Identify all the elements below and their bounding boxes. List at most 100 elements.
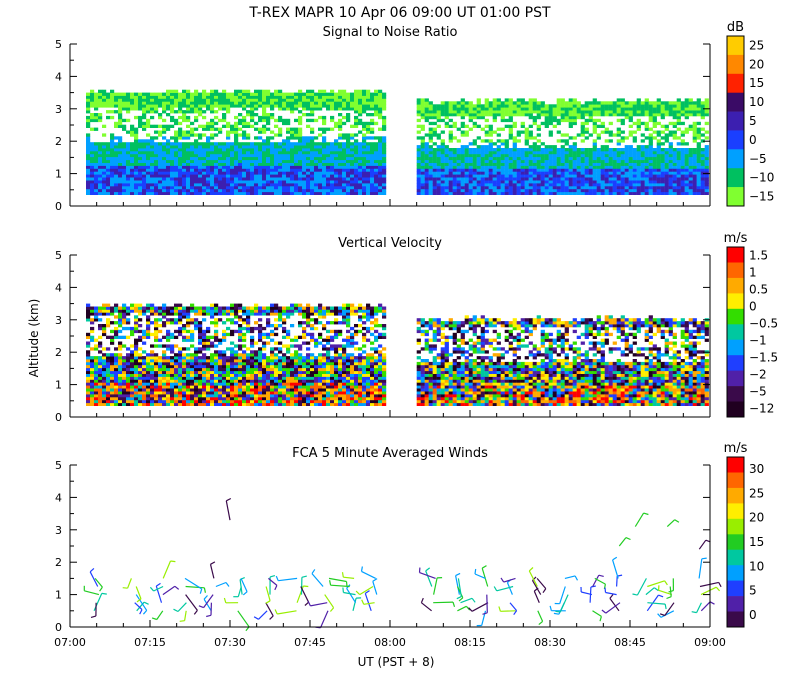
- heatmap-cell: [190, 156, 195, 161]
- heatmap-cell: [226, 165, 231, 169]
- heatmap-cell: [362, 183, 367, 187]
- heatmap-cell: [512, 156, 517, 161]
- heatmap-cell: [456, 127, 461, 131]
- heatmap-cell: [238, 101, 243, 105]
- heatmap-cell: [102, 183, 107, 187]
- heatmap-cell: [362, 92, 367, 96]
- heatmap-cell: [476, 156, 481, 161]
- heatmap-cell: [238, 159, 243, 163]
- heatmap-cell: [278, 107, 283, 111]
- heatmap-cell: [254, 92, 259, 96]
- heatmap-cell: [548, 107, 553, 111]
- heatmap-cell: [572, 159, 577, 163]
- heatmap-cell: [194, 321, 199, 325]
- heatmap-cell: [584, 156, 589, 161]
- heatmap-cell: [572, 168, 577, 172]
- heatmap-cell: [636, 162, 641, 166]
- heatmap-cell: [544, 168, 549, 172]
- heatmap-cell: [166, 107, 171, 111]
- heatmap-cell: [118, 139, 123, 143]
- heatmap-cell: [138, 162, 143, 166]
- heatmap-cell: [202, 148, 207, 152]
- heatmap-cell: [142, 113, 147, 117]
- heatmap-cell: [460, 98, 465, 102]
- heatmap-cell: [114, 92, 119, 96]
- heatmap-cell: [142, 183, 147, 187]
- heatmap-cell: [122, 367, 127, 372]
- heatmap-cell: [94, 364, 99, 369]
- heatmap-cell: [700, 177, 705, 181]
- heatmap-cell: [290, 188, 295, 193]
- heatmap-cell: [286, 104, 291, 108]
- heatmap-cell: [214, 92, 219, 96]
- heatmap-cell: [616, 148, 621, 152]
- heatmap-cell: [448, 165, 453, 169]
- heatmap-cell: [194, 110, 199, 114]
- heatmap-cell: [246, 153, 251, 158]
- heatmap-cell: [258, 127, 263, 131]
- heatmap-cell: [520, 110, 525, 114]
- heatmap-cell: [302, 174, 307, 178]
- heatmap-cell: [648, 148, 653, 152]
- heatmap-cell: [310, 156, 315, 161]
- heatmap-cell: [298, 188, 303, 193]
- heatmap-cell: [138, 159, 143, 163]
- heatmap-cell: [556, 118, 561, 123]
- heatmap-cell: [342, 148, 347, 152]
- heatmap-cell: [508, 180, 513, 184]
- heatmap-cell: [608, 165, 613, 169]
- heatmap-cell: [484, 98, 489, 102]
- heatmap-cell: [294, 188, 299, 193]
- heatmap-cell: [472, 180, 477, 184]
- heatmap-cell: [416, 118, 421, 123]
- heatmap-cell: [162, 382, 167, 386]
- heatmap-cell: [154, 171, 159, 175]
- heatmap-cell: [110, 356, 115, 360]
- heatmap-cell: [278, 101, 283, 105]
- heatmap-cell: [612, 162, 617, 166]
- heatmap-cell: [608, 121, 613, 126]
- heatmap-cell: [174, 376, 179, 380]
- heatmap-cell: [378, 180, 383, 184]
- heatmap-cell: [440, 171, 445, 175]
- heatmap-cell: [238, 98, 243, 102]
- heatmap-cell: [154, 107, 159, 111]
- heatmap-cell: [222, 101, 227, 105]
- heatmap-cell: [118, 315, 123, 319]
- heatmap-cell: [370, 127, 375, 131]
- heatmap-cell: [166, 338, 171, 342]
- heatmap-cell: [432, 177, 437, 181]
- heatmap-cell: [544, 180, 549, 184]
- heatmap-cell: [492, 180, 497, 184]
- heatmap-cell: [444, 124, 449, 128]
- heatmap-cell: [166, 145, 171, 149]
- heatmap-cell: [532, 148, 537, 152]
- heatmap-cell: [186, 148, 191, 152]
- heatmap-cell: [472, 150, 477, 155]
- heatmap-cell: [182, 133, 187, 137]
- heatmap-cell: [114, 370, 119, 374]
- heatmap-cell: [86, 399, 91, 404]
- heatmap-cell: [154, 321, 159, 325]
- heatmap-cell: [576, 183, 581, 187]
- heatmap-cell: [684, 188, 689, 193]
- heatmap-cell: [508, 133, 513, 137]
- heatmap-cell: [476, 180, 481, 184]
- heatmap-cell: [492, 188, 497, 193]
- heatmap-cell: [704, 101, 709, 105]
- heatmap-cell: [206, 127, 211, 131]
- heatmap-cell: [464, 171, 469, 175]
- heatmap-cell: [306, 188, 311, 193]
- heatmap-cell: [138, 324, 143, 328]
- heatmap-cell: [178, 303, 183, 307]
- heatmap-cell: [142, 364, 147, 369]
- heatmap-cell: [382, 159, 387, 163]
- heatmap-cell: [190, 332, 195, 337]
- heatmap-cell: [516, 150, 521, 155]
- heatmap-cell: [342, 115, 347, 120]
- heatmap-cell: [186, 110, 191, 114]
- heatmap-cell: [290, 185, 295, 190]
- heatmap-cell: [668, 159, 673, 163]
- heatmap-cell: [178, 162, 183, 166]
- heatmap-cell: [592, 104, 597, 108]
